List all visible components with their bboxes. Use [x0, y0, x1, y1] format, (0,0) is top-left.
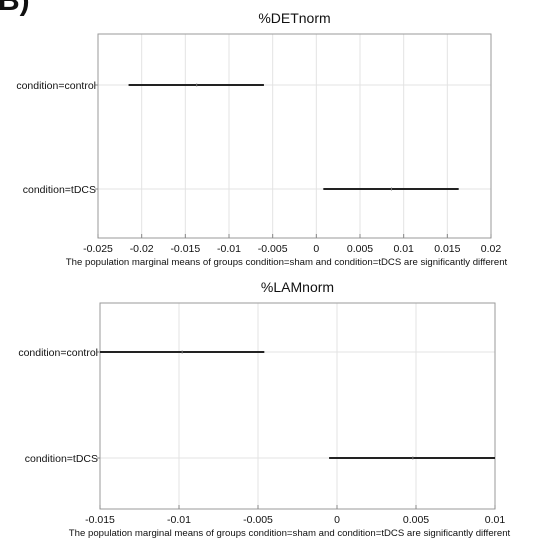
plot-frame: [97, 33, 492, 239]
x-tick-label: 0.015: [434, 243, 460, 255]
x-tick-label: 0: [334, 514, 340, 526]
x-tick-label: -0.025: [83, 243, 113, 255]
x-axis-label: The population marginal means of groups …: [69, 528, 511, 539]
y-tick-label: condition=control: [16, 80, 96, 92]
x-tick-label: 0.005: [347, 243, 373, 255]
chart-title: %LAMnorm: [261, 279, 334, 295]
chart-panel-1: %DETnorm -0.025 -0.02 -0.015 -0.01 -0.005 0 0.0…: [16, 10, 507, 268]
x-tick-label: -0.01: [167, 514, 191, 526]
y-tick-label: condition=tDCS: [25, 453, 98, 465]
x-tick-label: 0.01: [393, 243, 414, 255]
x-tick-label: -0.01: [217, 243, 241, 255]
plot-frame: [99, 302, 496, 510]
x-tick-label: -0.015: [85, 514, 115, 526]
panel-label: B): [0, 0, 30, 17]
x-tick-label: -0.015: [170, 243, 200, 255]
y-tick-label: condition=control: [18, 347, 98, 359]
x-tick-label: -0.02: [130, 243, 154, 255]
x-tick-label: -0.005: [258, 243, 288, 255]
x-axis-label: The population marginal means of groups …: [66, 257, 508, 268]
x-tick-label: -0.005: [243, 514, 273, 526]
chart-title: %DETnorm: [258, 10, 330, 26]
x-tick-label: 0.005: [403, 514, 429, 526]
x-tick-label: 0.02: [481, 243, 502, 255]
x-tick-label: 0: [313, 243, 319, 255]
y-tick-label: condition=tDCS: [23, 184, 96, 196]
x-tick-label: 0.01: [485, 514, 506, 526]
chart-panel-2: %LAMnorm -0.015 -0.01 -0.005 0 0.005 0.01 The p…: [18, 279, 510, 539]
